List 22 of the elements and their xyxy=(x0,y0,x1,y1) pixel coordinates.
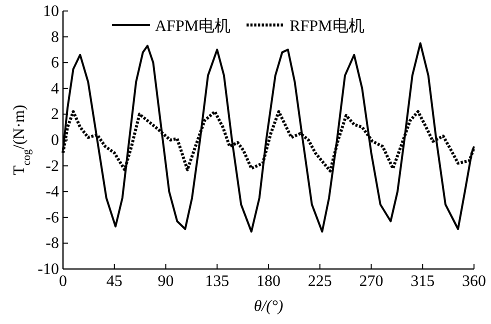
y-tick-label: 4 xyxy=(51,80,59,98)
x-tick-label: 360 xyxy=(462,273,486,290)
x-tick-label: 270 xyxy=(359,273,384,290)
y-tick-label: -2 xyxy=(46,158,59,175)
x-tick-label: 45 xyxy=(106,273,122,290)
y-tick-label: -10 xyxy=(38,261,59,278)
x-tick-label: 315 xyxy=(410,273,435,290)
y-tick-label: -8 xyxy=(46,235,59,252)
x-tick-label: 90 xyxy=(158,273,174,290)
y-tick-label: -4 xyxy=(46,184,59,201)
x-tick-label: 225 xyxy=(308,273,332,290)
y-tick-label: -6 xyxy=(46,209,59,226)
y-tick-label: 8 xyxy=(51,28,59,46)
x-axis-title: θ/(°) xyxy=(254,298,284,315)
legend-label: AFPM电机 xyxy=(155,17,231,35)
y-tick-label: 6 xyxy=(51,54,59,72)
x-tick-label: 135 xyxy=(205,273,230,290)
x-tick-label: 180 xyxy=(256,273,280,290)
y-tick-label: 0 xyxy=(51,132,59,149)
y-tick-label: 10 xyxy=(43,3,59,20)
y-tick-label: 2 xyxy=(51,106,59,124)
legend-label: RFPM电机 xyxy=(290,17,364,35)
